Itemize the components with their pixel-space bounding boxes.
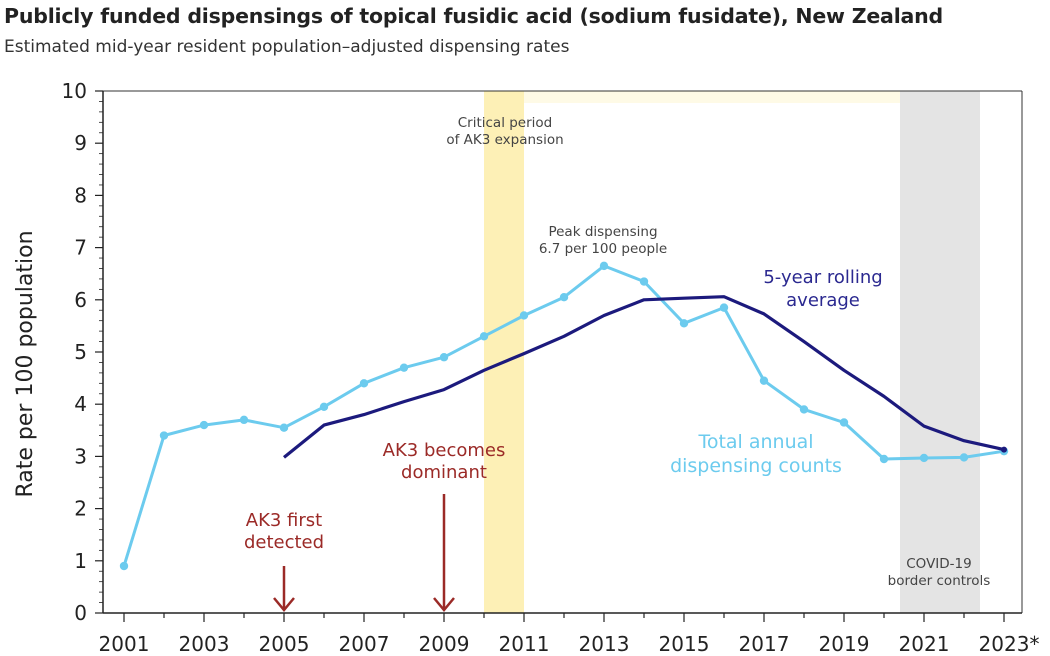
- highlight-top-strip: [524, 91, 900, 103]
- y-tick-label: 10: [62, 79, 87, 103]
- chart-title: Publicly funded dispensings of topical f…: [4, 4, 944, 28]
- data-point: [799, 405, 809, 414]
- data-point: [279, 423, 289, 432]
- data-point: [239, 415, 249, 425]
- data-point: [399, 363, 409, 372]
- y-tick-label: 0: [74, 601, 87, 625]
- covid-border-controls-band: [900, 91, 980, 613]
- covid-label: border controls: [888, 573, 991, 589]
- ak3-expansion-label: of AK3 expansion: [446, 132, 563, 148]
- total-dispensing-series-label: dispensing counts: [670, 455, 842, 477]
- x-tick-label: 2015: [659, 632, 710, 656]
- covid-label: COVID-19: [906, 556, 971, 572]
- data-point: [839, 418, 849, 427]
- data-point: [519, 311, 529, 320]
- data-point: [559, 292, 569, 302]
- data-point: [879, 454, 889, 464]
- ak3-dominant-arrow-head: [433, 597, 455, 612]
- x-tick-label: 2013: [579, 632, 630, 656]
- x-tick-label: 2017: [739, 632, 790, 656]
- x-tick-label: 2001: [99, 632, 150, 656]
- y-tick-label: 9: [74, 131, 87, 155]
- data-point: [439, 353, 449, 362]
- data-point: [759, 376, 769, 385]
- y-tick-label: 2: [74, 497, 87, 521]
- rolling-average-series-label: 5-year rolling: [763, 267, 882, 288]
- total-dispensing-series-label: Total annual: [697, 431, 813, 453]
- data-point: [319, 402, 329, 412]
- x-tick-label: 2005: [259, 632, 310, 656]
- ak3-first-detected-label: AK3 first: [246, 510, 322, 531]
- chart-subtitle: Estimated mid-year resident population–a…: [4, 37, 570, 57]
- x-tick-label: 2007: [339, 632, 390, 656]
- y-tick-label: 4: [74, 392, 87, 416]
- data-point: [159, 431, 169, 440]
- data-point: [679, 319, 689, 328]
- y-tick-label: 3: [74, 444, 87, 468]
- rolling-average-line: [282, 295, 1005, 459]
- ak3-first-arrow-head: [273, 597, 295, 612]
- ak3-dominant-label: AK3 becomes: [383, 440, 506, 461]
- data-point: [119, 561, 129, 571]
- y-tick-label: 6: [74, 288, 87, 312]
- x-tick-label: 2011: [499, 632, 550, 656]
- y-tick-label: 1: [74, 549, 87, 573]
- x-tick-label: 2021: [899, 632, 950, 656]
- x-tick-label: 2023*: [979, 632, 1040, 656]
- data-point: [1001, 446, 1007, 453]
- data-point: [479, 332, 489, 341]
- data-point: [599, 261, 609, 271]
- ak3-first-detected-label: detected: [244, 532, 324, 553]
- y-tick-label: 5: [74, 340, 87, 364]
- data-point: [719, 303, 729, 312]
- data-point: [919, 453, 929, 463]
- data-point: [959, 453, 969, 462]
- y-tick-label: 8: [74, 183, 87, 207]
- ak3-expansion-band: [484, 91, 524, 613]
- data-point: [199, 420, 209, 430]
- rolling-average-series-label: average: [786, 290, 860, 311]
- y-axis-label: Rate per 100 population: [13, 230, 38, 497]
- ak3-expansion-label: Critical period: [458, 115, 553, 131]
- peak-dispensing-label: 6.7 per 100 people: [539, 241, 667, 257]
- x-tick-label: 2009: [419, 632, 470, 656]
- peak-dispensing-label: Peak dispensing: [548, 224, 657, 240]
- data-point: [359, 379, 369, 388]
- data-point: [639, 277, 649, 286]
- ak3-dominant-label: dominant: [401, 462, 487, 483]
- x-tick-label: 2003: [179, 632, 230, 656]
- y-tick-label: 7: [74, 236, 87, 260]
- x-tick-label: 2019: [819, 632, 870, 656]
